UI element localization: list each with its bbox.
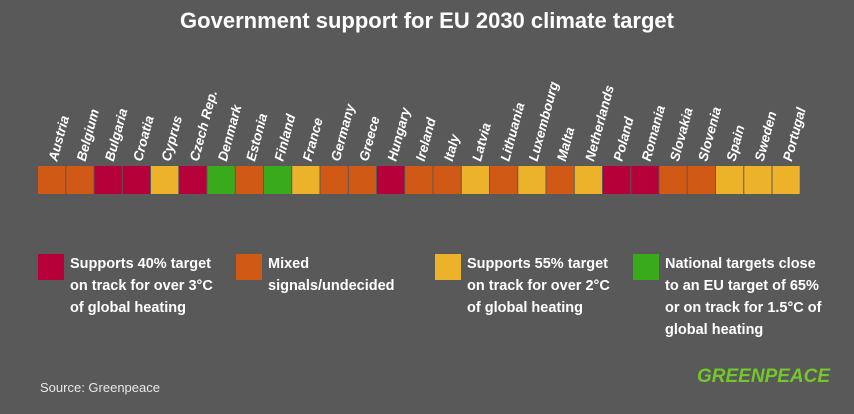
- legend-text-line: Mixed: [268, 256, 310, 272]
- legend-text-line: of global heating: [467, 300, 583, 316]
- legend-text-line: global heating: [665, 322, 764, 338]
- country-cell-spain: [716, 166, 744, 194]
- legend-swatch-national-65: [633, 254, 659, 280]
- legend-text-line: signals/undecided: [268, 278, 395, 294]
- country-cell-cyprus: [151, 166, 179, 194]
- legend-text-line: to an EU target of 65%: [665, 278, 819, 294]
- country-label: Slovakia: [667, 106, 696, 163]
- country-label: Denmark: [215, 102, 245, 163]
- country-label: Germany: [328, 101, 358, 163]
- country-label: Cyprus: [159, 113, 186, 162]
- legend-swatch-mixed: [236, 254, 262, 280]
- country-label: Sweden: [752, 110, 780, 163]
- country-cell-slovenia: [687, 166, 715, 194]
- country-label: Croatia: [130, 113, 157, 162]
- country-cell-slovakia: [659, 166, 687, 194]
- country-cell-malta: [546, 166, 574, 194]
- legend-supports-40: Supports 40% target on track for over 3°…: [38, 253, 213, 319]
- country-label: Austria: [45, 113, 72, 163]
- country-cell-netherlands: [574, 166, 602, 194]
- country-cell-poland: [603, 166, 631, 194]
- country-cell-sweden: [744, 166, 772, 194]
- country-cell-ireland: [405, 166, 433, 194]
- country-label: Italy: [441, 131, 463, 162]
- chart-title: Government support for EU 2030 climate t…: [180, 8, 674, 33]
- country-cell-estonia: [235, 166, 263, 194]
- legend-text-line: on track for over 2°C: [467, 278, 610, 294]
- country-cell-france: [292, 166, 320, 194]
- country-cell-portugal: [772, 166, 800, 194]
- country-label: Spain: [724, 123, 748, 162]
- legend-text-line: Supports 40% target: [70, 256, 211, 272]
- country-label: Bulgaria: [102, 106, 131, 163]
- country-cell-denmark: [207, 166, 235, 194]
- country-label: Ireland: [413, 115, 439, 162]
- legend-swatch-supports-55: [435, 254, 461, 280]
- country-label: Hungary: [385, 105, 414, 163]
- country-label: Finland: [272, 112, 299, 163]
- country-cell-bulgaria: [94, 166, 122, 194]
- legend-text-line: National targets close: [665, 256, 816, 272]
- country-cell-germany: [320, 166, 348, 194]
- legend-supports-55: Supports 55% target on track for over 2°…: [435, 253, 610, 319]
- legend-mixed: Mixed signals/undecided: [236, 253, 395, 297]
- country-label: Czech Rep.: [187, 89, 220, 163]
- country-cell-finland: [264, 166, 292, 194]
- country-label: Portugal: [780, 106, 809, 163]
- country-label: Malta: [554, 125, 578, 163]
- legend-text-line: or on track for 1.5°C of: [665, 300, 822, 316]
- country-label: Estonia: [243, 111, 270, 162]
- country-cell-lithuania: [490, 166, 518, 194]
- country-label: Poland: [611, 115, 637, 163]
- legend-national-65: National targets close to an EU target o…: [633, 253, 821, 341]
- country-cell-italy: [433, 166, 461, 194]
- country-cell-greece: [348, 166, 376, 194]
- country-label: Lithuania: [498, 100, 528, 162]
- country-cell-czech-rep: [179, 166, 207, 194]
- country-cell-romania: [631, 166, 659, 194]
- country-label: Slovenia: [695, 105, 724, 163]
- country-label: Romania: [639, 103, 668, 162]
- country-label: France: [300, 116, 326, 163]
- country-cell-hungary: [377, 166, 405, 194]
- legend-swatch-supports-40: [38, 254, 64, 280]
- country-cell-croatia: [122, 166, 150, 194]
- country-support-chart: Austria Belgium Bulgaria Croatia Cyprus Czech…: [38, 79, 809, 194]
- greenpeace-logo: GREENPEACE: [697, 366, 831, 387]
- legend-text-line: of global heating: [70, 300, 186, 316]
- country-cell-belgium: [66, 166, 94, 194]
- legend-text-line: Supports 55% target: [467, 256, 608, 272]
- country-cell-austria: [38, 166, 66, 194]
- country-label: Greece: [356, 114, 382, 163]
- legend-text-line: on track for over 3°C: [70, 278, 213, 294]
- source-note: Source: Greenpeace: [40, 380, 160, 395]
- country-label: Latvia: [469, 121, 494, 163]
- country-cell-luxembourg: [518, 166, 546, 194]
- country-label: Belgium: [74, 107, 102, 162]
- country-cell-latvia: [461, 166, 489, 194]
